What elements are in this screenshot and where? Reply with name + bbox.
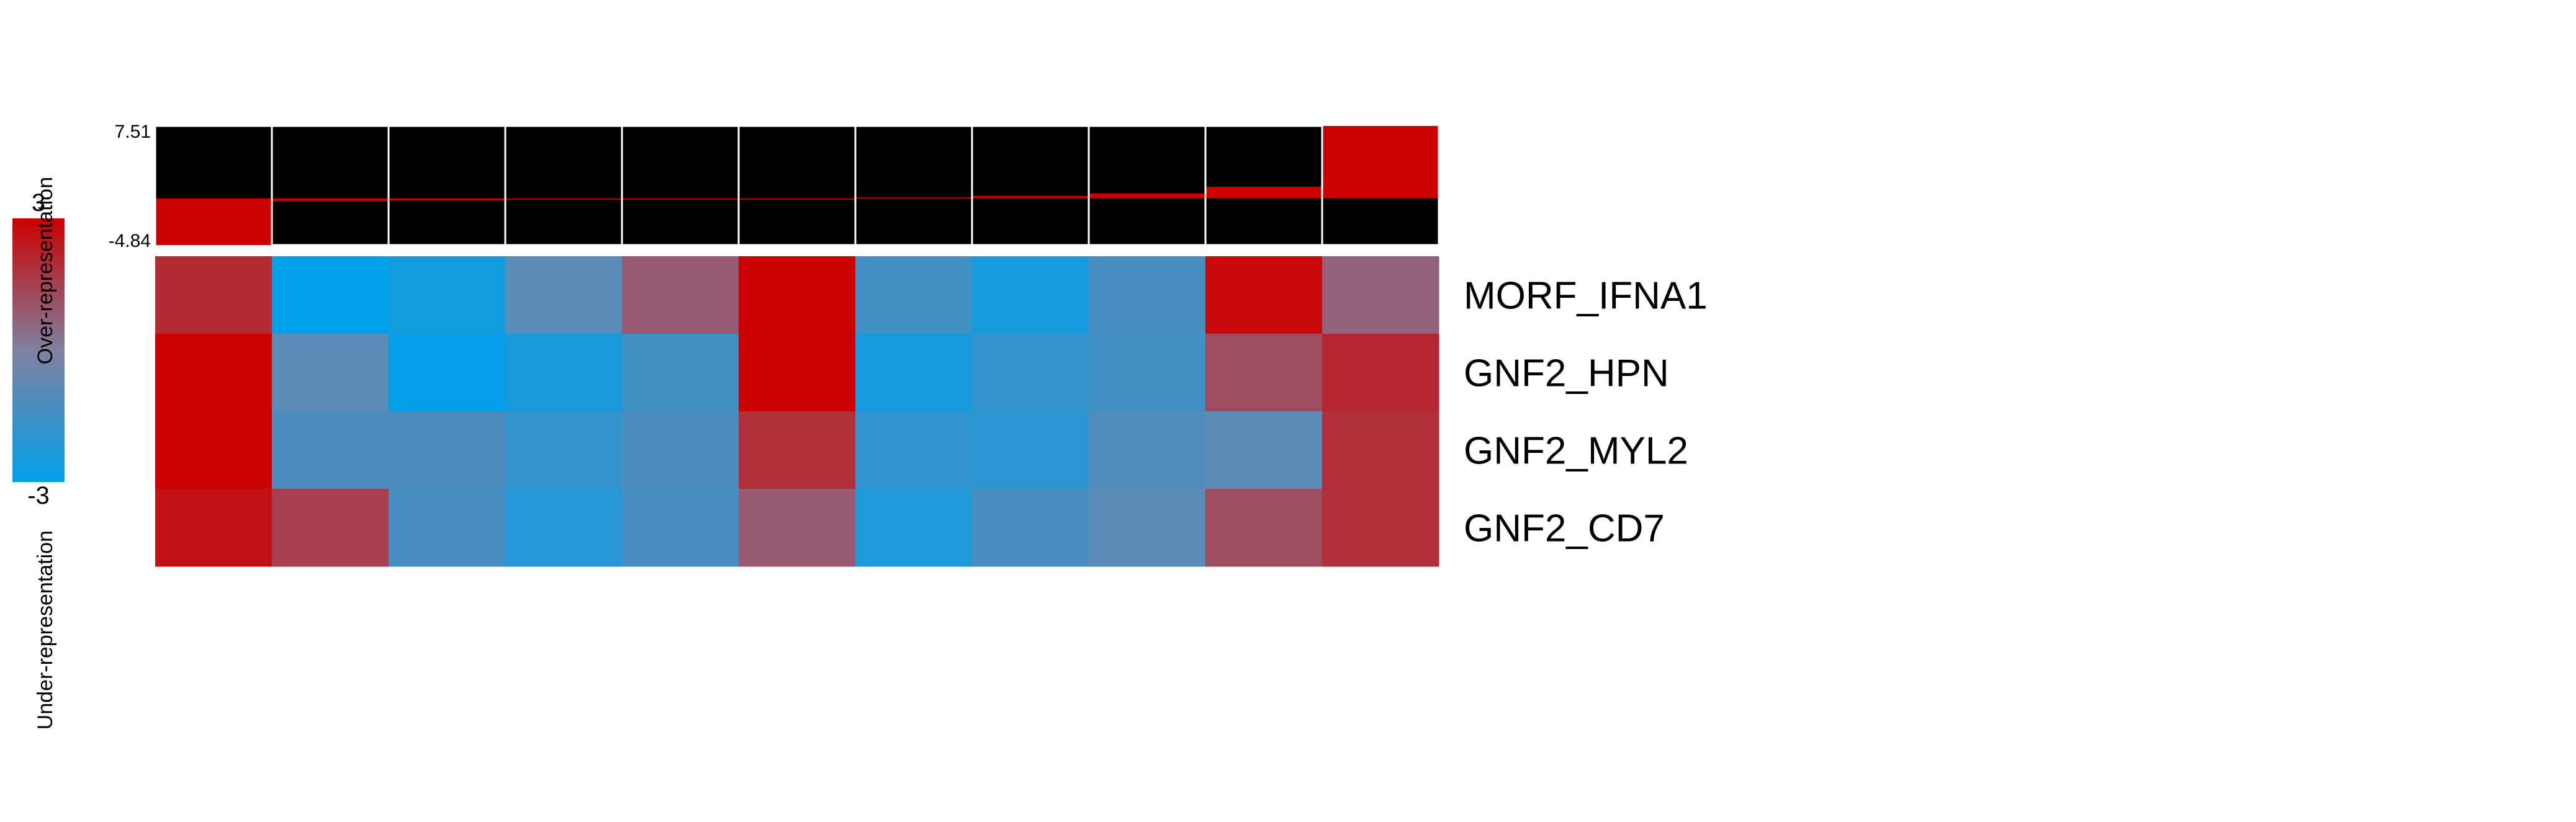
heatmap-cell: [1322, 256, 1439, 334]
bar-track-cell: [504, 125, 623, 246]
bar-track-cell: [854, 125, 973, 246]
heatmap-cell: [739, 256, 856, 334]
bar-track-max-label: 7.51: [115, 122, 151, 142]
heatmap-cell: [389, 411, 506, 489]
heatmap-cell: [739, 489, 856, 567]
heatmap-cell: [505, 334, 623, 412]
heatmap-cell: [1089, 411, 1206, 489]
heatmap-cell: [972, 256, 1089, 334]
heatmap-cell: [855, 489, 973, 567]
heatmap-cell: [855, 256, 973, 334]
heatmap-cell: [622, 256, 739, 334]
heatmap-cell: [1205, 256, 1323, 334]
bar-track-bar: [272, 198, 388, 202]
heatmap-grid: MORF_IFNA1 GNF2_HPN GNF2_MYL2 GNF2_CD7: [155, 256, 1708, 567]
heatmap-cell: [739, 411, 856, 489]
heatmap-cell: [505, 256, 623, 334]
heatmap-cell: [272, 334, 389, 412]
bar-track-cell: [271, 125, 390, 246]
heatmap-cell: [1205, 334, 1323, 412]
bar-track-cell: [737, 125, 857, 246]
bar-track-bar: [973, 195, 1088, 199]
heatmap-cell: [1205, 489, 1323, 567]
row-label: MORF_IFNA1: [1464, 275, 1708, 318]
legend-over-label: Over-representation: [34, 177, 57, 364]
heatmap-cell: [505, 411, 623, 489]
heatmap-cell: [155, 334, 272, 412]
bar-track-cell: [971, 125, 1090, 246]
heatmap-cell: [389, 256, 506, 334]
bar-track-bar: [1089, 193, 1205, 199]
heatmap-cell: [972, 334, 1089, 412]
bar-track-bar: [506, 198, 621, 200]
heatmap-cell: [155, 411, 272, 489]
color-legend: 3 -3 Over-representation Under-represent…: [12, 177, 65, 730]
heatmap-cell: [272, 489, 389, 567]
bar-track: 7.51 -4.84: [109, 122, 1440, 251]
bar-track-bar: [856, 197, 971, 199]
heatmap-cell: [622, 489, 739, 567]
row-label: GNF2_MYL2: [1464, 430, 1688, 473]
bar-track-bar: [623, 198, 738, 200]
heatmap-cell: [389, 334, 506, 412]
heatmap-cell: [272, 411, 389, 489]
heatmap-cell: [622, 334, 739, 412]
heatmap-cell: [739, 334, 856, 412]
heatmap-cell: [1205, 411, 1323, 489]
bar-track-cell: [1088, 125, 1207, 246]
row-label: GNF2_HPN: [1464, 352, 1669, 395]
heatmap-cell: [622, 411, 739, 489]
bar-track-cell: [621, 125, 740, 246]
bar-track-min-label: -4.84: [109, 231, 151, 251]
heatmap-cell: [155, 256, 272, 334]
heatmap-cell: [855, 411, 973, 489]
heatmap-cell: [972, 411, 1089, 489]
legend-min-label: -3: [27, 482, 50, 509]
heatmap-cell: [1322, 334, 1439, 412]
legend-max-label: 3: [32, 189, 45, 217]
bar-track-bar: [1323, 126, 1438, 199]
bar-track-bar: [1206, 187, 1322, 199]
bar-track-cell: [1204, 125, 1323, 246]
heatmap-cell: [1322, 489, 1439, 567]
legend-under-label: Under-representation: [34, 530, 57, 730]
heatmap-cell: [855, 334, 973, 412]
heatmap-cell: [1089, 489, 1206, 567]
bar-track-cell: [387, 125, 507, 246]
bar-track-bar: [389, 198, 505, 200]
bar-track-bar: [156, 198, 271, 245]
heatmap-cell: [505, 489, 623, 567]
heatmap-cell: [1322, 411, 1439, 489]
heatmap-cell: [972, 489, 1089, 567]
heatmap-cell: [389, 489, 506, 567]
heatmap-cell: [1089, 256, 1206, 334]
heatmap-cell: [272, 256, 389, 334]
heatmap-cell: [1089, 334, 1206, 412]
legend-gradient-bar: [12, 218, 65, 482]
row-label: GNF2_CD7: [1464, 507, 1665, 550]
bar-track-bar: [739, 198, 855, 200]
heatmap-cell: [155, 489, 272, 567]
